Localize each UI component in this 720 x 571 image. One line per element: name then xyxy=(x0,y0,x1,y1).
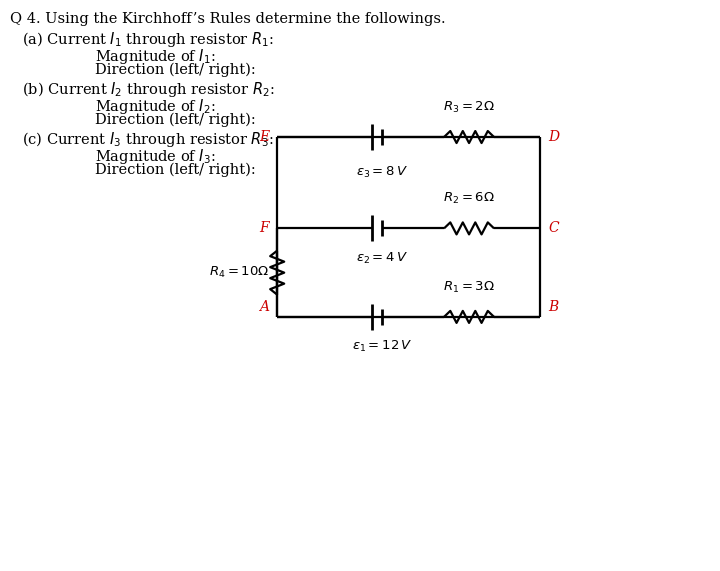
Text: Direction (left/ right):: Direction (left/ right): xyxy=(95,163,256,178)
Text: $R_3 = 2\Omega$: $R_3 = 2\Omega$ xyxy=(443,100,495,115)
Text: Direction (left/ right):: Direction (left/ right): xyxy=(95,63,256,78)
Text: $R_2 = 6\Omega$: $R_2 = 6\Omega$ xyxy=(443,191,495,206)
Text: F: F xyxy=(260,222,269,235)
Text: (c) Current $I_3$ through resistor $R_3$:: (c) Current $I_3$ through resistor $R_3$… xyxy=(22,130,274,149)
Text: E: E xyxy=(259,130,269,144)
Text: A: A xyxy=(259,300,269,314)
Text: (b) Current $I_2$ through resistor $R_2$:: (b) Current $I_2$ through resistor $R_2$… xyxy=(22,80,274,99)
Text: B: B xyxy=(548,300,558,314)
Text: $\varepsilon_2 = 4\,V$: $\varepsilon_2 = 4\,V$ xyxy=(356,251,408,266)
Text: C: C xyxy=(548,222,559,235)
Text: (a) Current $I_1$ through resistor $R_1$:: (a) Current $I_1$ through resistor $R_1$… xyxy=(22,30,274,49)
Text: Magnitude of $I_2$:: Magnitude of $I_2$: xyxy=(95,97,215,116)
Text: $R_1 = 3\Omega$: $R_1 = 3\Omega$ xyxy=(443,280,495,295)
Text: Magnitude of $I_3$:: Magnitude of $I_3$: xyxy=(95,147,215,166)
Text: Direction (left/ right):: Direction (left/ right): xyxy=(95,113,256,127)
Text: $\varepsilon_3 = 8\,V$: $\varepsilon_3 = 8\,V$ xyxy=(356,165,408,180)
Text: Magnitude of $I_1$:: Magnitude of $I_1$: xyxy=(95,47,215,66)
Text: Q 4. Using the Kirchhoff’s Rules determine the followings.: Q 4. Using the Kirchhoff’s Rules determi… xyxy=(10,12,446,26)
Text: D: D xyxy=(548,130,559,144)
Text: $R_4 = 10\Omega$: $R_4 = 10\Omega$ xyxy=(209,265,269,280)
Text: $\varepsilon_1 = 12\,V$: $\varepsilon_1 = 12\,V$ xyxy=(352,339,413,354)
